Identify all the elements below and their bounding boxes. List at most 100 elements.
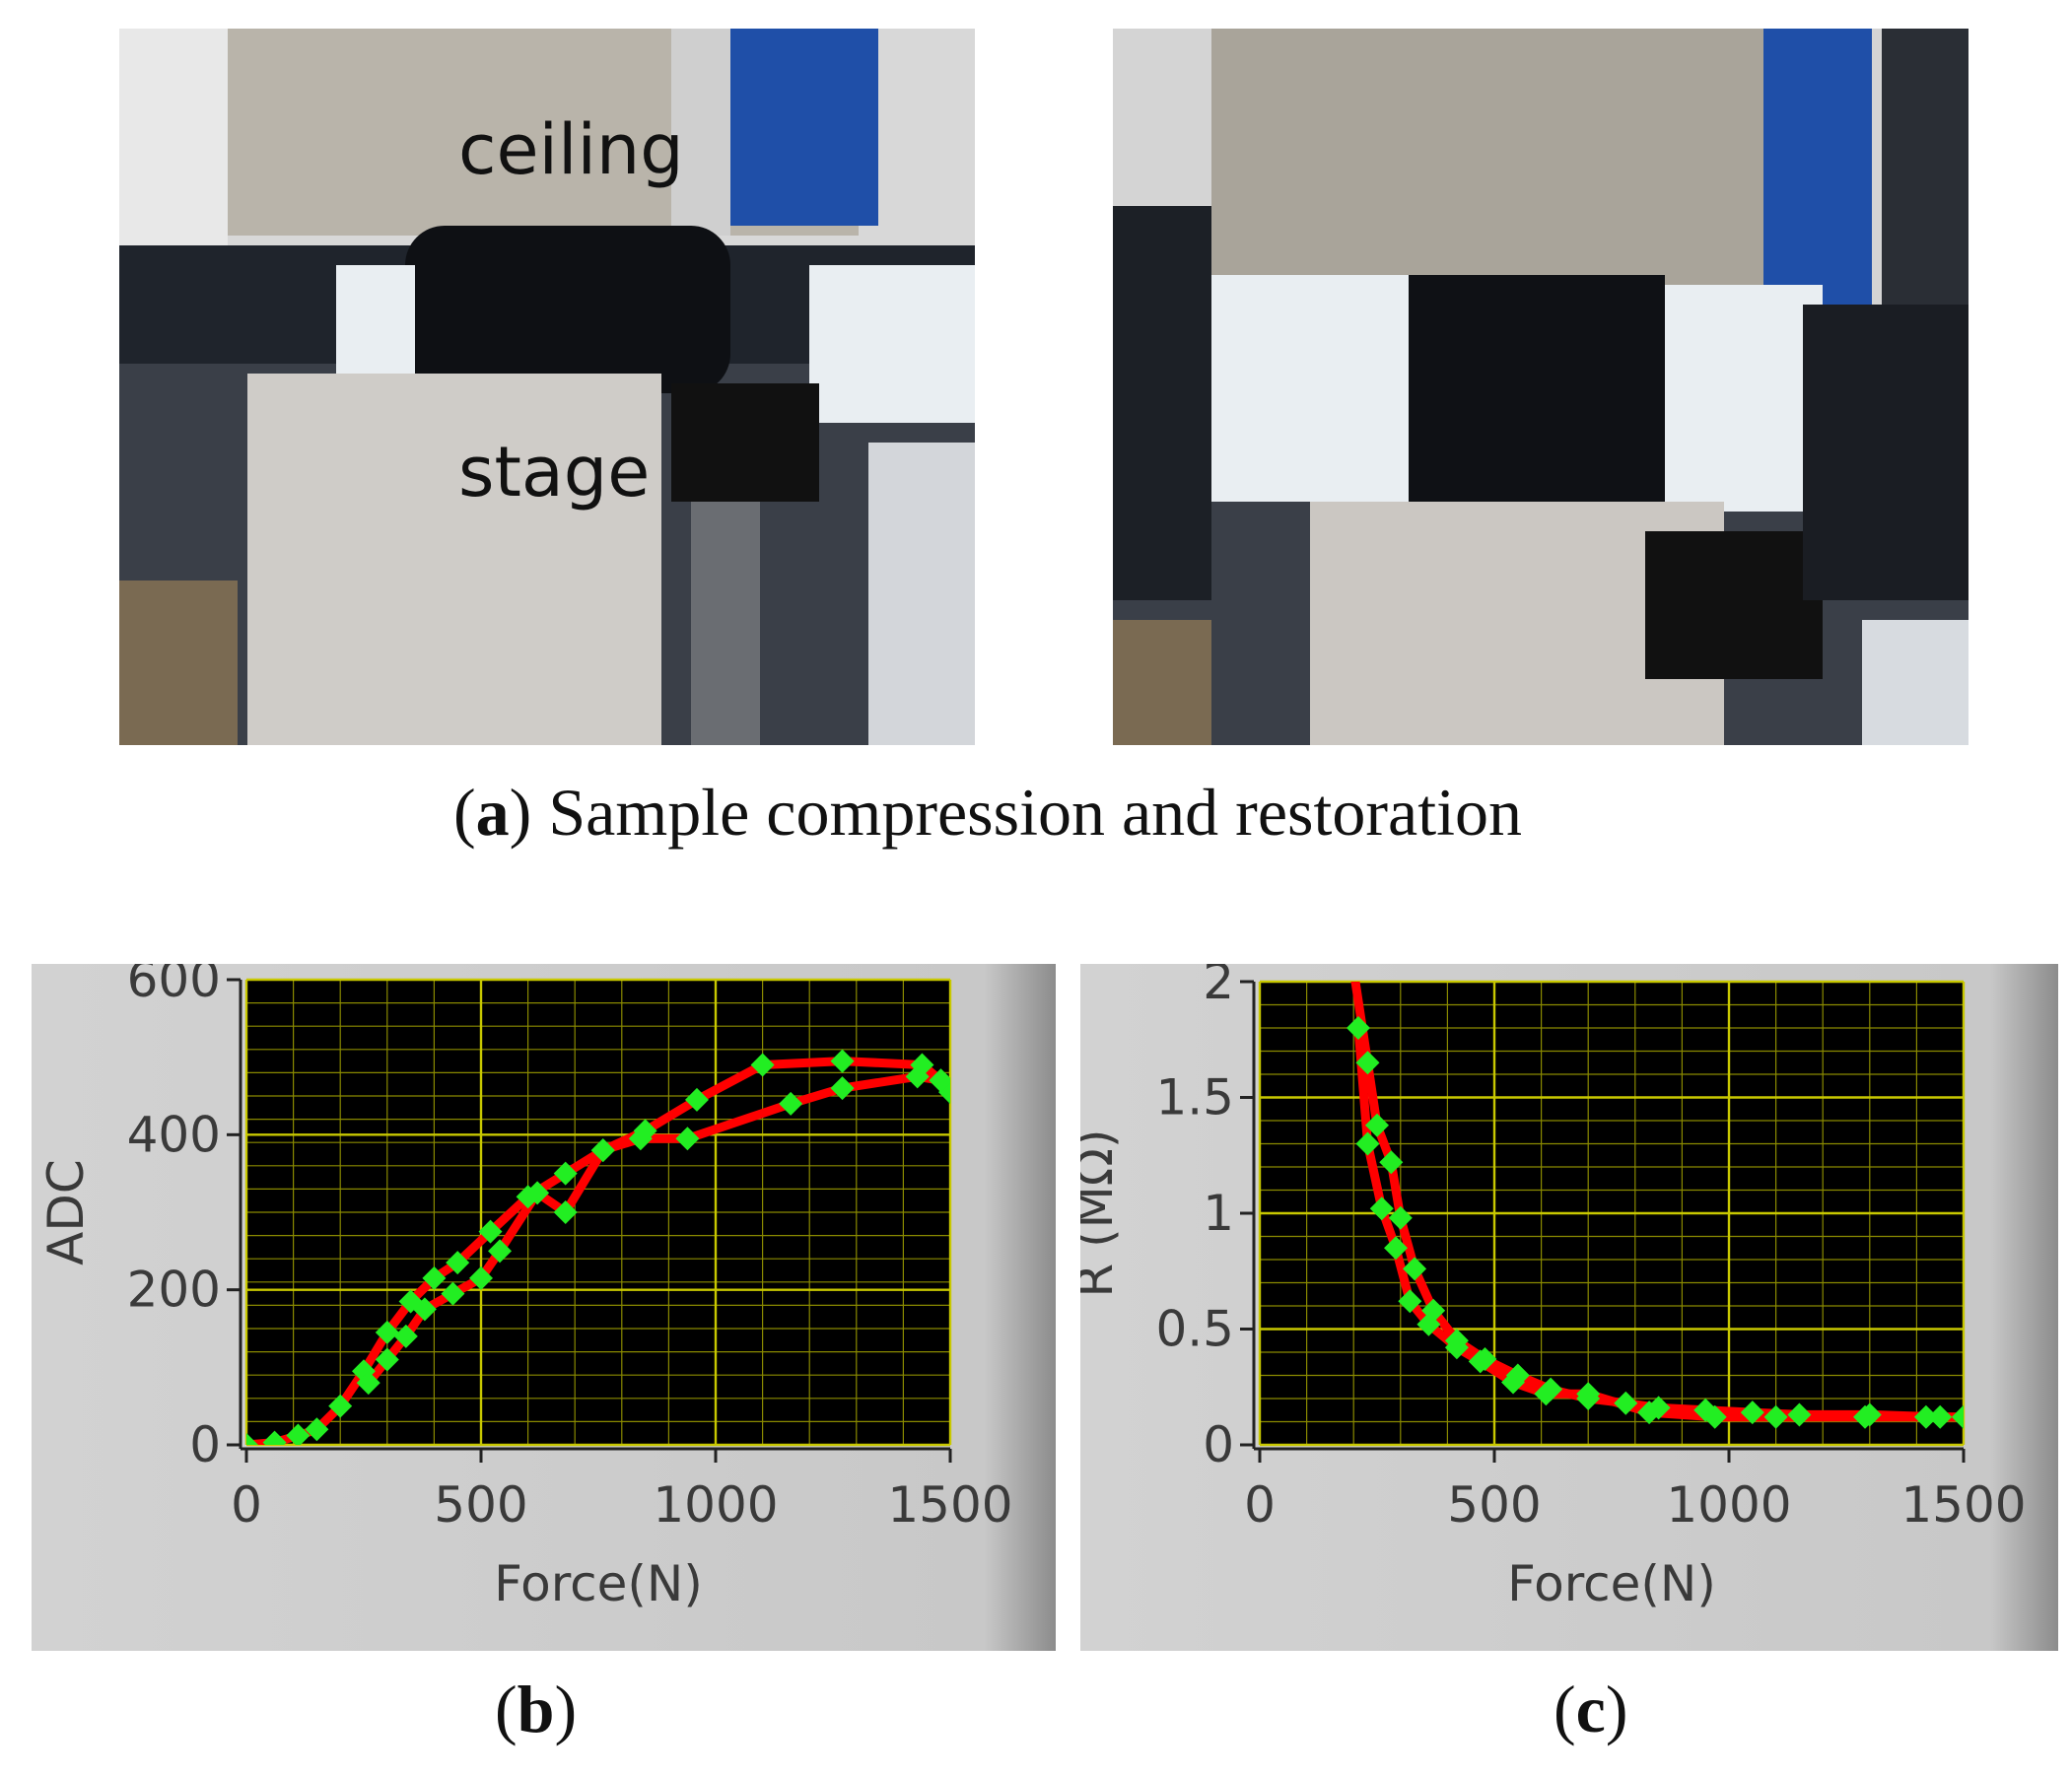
chart-b-x-tick-label: 0 [231, 1476, 262, 1534]
chart-b-series-1-point [478, 1219, 503, 1244]
chart-c-series-2-point [1913, 1404, 1938, 1429]
chart-b-x-tick-label: 1500 [887, 1476, 1012, 1534]
chart-b-series-1-point [328, 1394, 353, 1418]
chart-b-y-tick-label: 200 [127, 1262, 221, 1319]
chart-c-series-1-point [1403, 1257, 1427, 1281]
chart-b-x-tick-label: 500 [434, 1476, 527, 1534]
chart-c-svg: 0 500 1000 1500 0 0.5 1 1.5 2 Force(N) R (MΩ) [1080, 964, 2058, 1651]
chart-b-series-1-point [938, 1080, 950, 1105]
chart-c-series-2-point [1398, 1289, 1422, 1314]
ceiling-label: ceiling [458, 109, 684, 190]
chart-b-series-2-point [525, 1181, 550, 1205]
chart-c-series-1-point [1646, 1396, 1671, 1420]
chart-c-series-1-point [1928, 1404, 1953, 1429]
chart-c-y-axis-title: R (MΩ) [1080, 1129, 1124, 1298]
chart-b-series-1-point [830, 1049, 855, 1073]
chart-c-panel: 0 500 1000 1500 0 0.5 1 1.5 2 Force(N) R (MΩ) [1080, 964, 2058, 1651]
chart-c-y-tick-label: 1.5 [1155, 1069, 1234, 1127]
caption-a: (a) Sample compression and restoration [453, 775, 1522, 850]
chart-c-series-2-point [1355, 1131, 1380, 1156]
chart-b-series-1-point [246, 1433, 258, 1445]
chart-b-y-tick-label: 400 [127, 1106, 221, 1163]
caption-c-letter: c [1575, 1672, 1606, 1746]
chart-b-x-tick-label: 1000 [653, 1476, 778, 1534]
chart-b-series-2-point [356, 1371, 380, 1396]
chart-c-series-1-point [1388, 1205, 1413, 1230]
chart-b-series-1-point [375, 1320, 399, 1344]
compression-photo-image [119, 29, 975, 745]
chart-c-series-2-point [1952, 1404, 1964, 1429]
chart-b-series-group [246, 1049, 950, 1445]
chart-b-series-2-point [412, 1297, 437, 1322]
chart-b-series-2-point [628, 1127, 653, 1151]
chart-c-x-tick-label: 1500 [1900, 1476, 2026, 1534]
chart-b-series-2-point [929, 1068, 950, 1093]
chart-c-y-tick-label: 2 [1203, 964, 1234, 1010]
chart-c-series-2-point [1576, 1382, 1601, 1406]
chart-b-series-1-point [750, 1053, 775, 1077]
chart-b-series-2-point [375, 1347, 399, 1372]
chart-c-series-2-point [1346, 1016, 1370, 1040]
chart-c-x-tick-label: 500 [1447, 1476, 1541, 1534]
photo-restoration [1113, 29, 1968, 745]
chart-c-x-tick-label: 0 [1244, 1476, 1276, 1534]
chart-c-series-2-point [1853, 1404, 1878, 1429]
chart-c-series-2-point [1763, 1404, 1788, 1429]
chart-c-series-1-point [1379, 1150, 1404, 1175]
chart-c-y-tick-label: 0.5 [1155, 1301, 1234, 1358]
chart-b-series-1-point [262, 1430, 287, 1445]
chart-c-y-tick-label: 0 [1203, 1416, 1234, 1473]
chart-b-panel: 0 500 1000 1500 0 200 400 600 Force(N) ADC [32, 964, 1056, 1651]
chart-b-series-1-point [553, 1161, 578, 1186]
chart-c-series-2-point [1369, 1196, 1394, 1221]
chart-b-series-1-point [633, 1119, 657, 1143]
chart-b-y-tick-label: 0 [189, 1416, 221, 1473]
chart-b-series-2-point [488, 1239, 513, 1264]
chart-b-series-2-point [393, 1324, 418, 1348]
chart-b-series-2-point [779, 1091, 803, 1116]
chart-b-series-1-point [684, 1087, 709, 1112]
chart-c-y-tick-label: 1 [1203, 1185, 1234, 1242]
chart-b-series-2-point [469, 1265, 493, 1290]
chart-b-y-axis-title: ADC [37, 1159, 95, 1265]
chart-c-series-2-point [1416, 1312, 1441, 1336]
chart-b-series-2-point [553, 1200, 578, 1224]
caption-a-text: Sample compression and restoration [548, 775, 1522, 850]
caption-b-letter: b [517, 1672, 555, 1746]
chart-b-series-1-point [446, 1251, 470, 1275]
chart-c-series-1-point [1355, 1051, 1380, 1075]
chart-b-svg: 0 500 1000 1500 0 200 400 600 Force(N) ADC [32, 964, 1056, 1651]
photo-compression: ceiling stage [119, 29, 975, 745]
caption-b: (b) [495, 1672, 578, 1746]
chart-b-series-1-point [516, 1185, 540, 1209]
chart-c-series-group [1346, 982, 1964, 1429]
chart-c-series-1-point [1614, 1391, 1638, 1415]
chart-b-series-1-point [305, 1417, 329, 1442]
chart-b-series-2-point [590, 1138, 615, 1163]
restoration-photo-image [1113, 29, 1968, 745]
chart-c-x-axis-title: Force(N) [1507, 1555, 1716, 1612]
chart-c-series-2-point [1444, 1335, 1469, 1360]
chart-c-series-1-point [1365, 1113, 1389, 1137]
chart-c-series-1-point [1787, 1402, 1812, 1427]
chart-c-series-2-point [1384, 1236, 1409, 1261]
chart-b-series-1-point [422, 1265, 447, 1290]
chart-c-series-1-point [1352, 982, 1354, 983]
chart-b-x-axis-title: Force(N) [494, 1555, 703, 1612]
chart-c-series-2-point [1468, 1349, 1492, 1374]
chart-b-series-2-point [830, 1076, 855, 1101]
chart-b-series-1-point [286, 1423, 311, 1445]
chart-b-y-tick-label: 600 [127, 964, 221, 1008]
chart-c-series-2-point [1637, 1401, 1662, 1425]
chart-c-x-tick-label: 1000 [1666, 1476, 1791, 1534]
chart-c-series-2-point [1501, 1370, 1526, 1395]
chart-c-series-2-point [1702, 1404, 1727, 1429]
caption-a-letter: a [475, 775, 510, 850]
stage-label: stage [458, 432, 651, 513]
chart-b-series-2-line [365, 1071, 942, 1386]
chart-b-series-2-point [905, 1064, 930, 1089]
chart-b-series-2-point [441, 1281, 465, 1306]
chart-c-series-1-point [1740, 1401, 1764, 1425]
chart-b-series-2-point [675, 1127, 700, 1151]
chart-c-series-2-point [1534, 1382, 1558, 1406]
